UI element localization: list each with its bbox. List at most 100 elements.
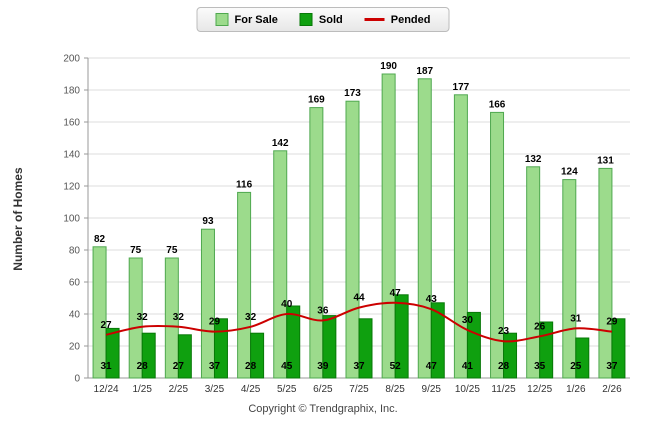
for-sale-bar <box>526 166 541 379</box>
sold-value-label: 28 <box>245 361 257 372</box>
x-tick-label: 6/25 <box>313 384 333 395</box>
for-sale-value-label: 173 <box>344 88 361 99</box>
sold-value-label: 28 <box>137 361 149 372</box>
sold-bar <box>466 311 481 379</box>
y-tick-label: 60 <box>69 278 81 289</box>
legend-item-for-sale: For Sale <box>215 13 278 26</box>
for-sale-bar <box>345 100 360 379</box>
x-tick-label: 11/25 <box>491 384 516 395</box>
for-sale-value-label: 75 <box>166 245 178 256</box>
x-tick-label: 2/25 <box>169 384 189 395</box>
y-tick-label: 20 <box>69 342 81 353</box>
pended-value-label: 47 <box>390 288 402 299</box>
sold-bar <box>430 302 445 379</box>
sold-value-label: 37 <box>353 361 365 372</box>
for-sale-value-label: 82 <box>94 234 106 245</box>
sold-value-label: 52 <box>390 361 402 372</box>
legend-label-sold: Sold <box>318 13 343 26</box>
sold-bar <box>286 305 301 379</box>
for-sale-value-label: 124 <box>561 167 578 178</box>
sold-value-label: 37 <box>606 361 618 372</box>
pended-value-label: 27 <box>101 320 113 331</box>
y-tick-label: 80 <box>69 246 81 257</box>
sold-value-label: 45 <box>281 361 293 372</box>
for-sale-bar <box>164 257 179 379</box>
pended-line <box>105 301 613 343</box>
sold-value-label: 47 <box>426 361 438 372</box>
for-sale-value-label: 116 <box>236 179 253 190</box>
sold-bar <box>322 315 337 379</box>
y-tick-label: 100 <box>63 214 80 225</box>
for-sale-value-label: 142 <box>272 138 289 149</box>
for-sale-bar <box>200 228 215 379</box>
y-tick-label: 160 <box>63 118 80 129</box>
x-tick-label: 12/25 <box>527 384 552 395</box>
y-tick-label: 40 <box>69 310 81 321</box>
for-sale-value-label: 190 <box>380 61 397 72</box>
sold-swatch-icon <box>299 13 313 26</box>
y-tick-label: 140 <box>63 150 80 161</box>
for-sale-bar <box>237 191 252 379</box>
for-sale-bar <box>309 107 324 379</box>
x-tick-label: 12/24 <box>94 384 119 395</box>
pended-value-label: 36 <box>317 305 329 316</box>
sold-bar <box>358 318 373 379</box>
legend-item-pended: Pended <box>364 13 431 26</box>
sold-bar <box>611 318 626 379</box>
for-sale-bar <box>598 167 613 379</box>
legend-item-sold: Sold <box>299 13 343 26</box>
sold-bar <box>105 327 120 379</box>
for-sale-bar <box>417 78 432 379</box>
for-sale-value-label: 169 <box>308 95 325 106</box>
x-tick-label: 7/25 <box>349 384 369 395</box>
for-sale-bar <box>92 246 107 379</box>
pended-line-swatch-icon <box>364 18 385 21</box>
legend-label-for-sale: For Sale <box>234 13 278 26</box>
x-tick-label: 2/26 <box>602 384 622 395</box>
for-sale-bar <box>381 73 396 379</box>
y-tick-label: 200 <box>63 54 80 65</box>
sold-bar <box>177 334 192 379</box>
x-tick-label: 9/25 <box>422 384 442 395</box>
for-sale-bar <box>490 111 505 379</box>
x-tick-label: 4/25 <box>241 384 261 395</box>
x-tick-label: 5/25 <box>277 384 297 395</box>
for-sale-value-label: 132 <box>525 154 542 165</box>
chart-legend: For Sale Sold Pended <box>196 7 450 32</box>
pended-value-label: 32 <box>245 312 257 323</box>
for-sale-value-label: 177 <box>453 82 470 93</box>
pended-value-label: 32 <box>173 312 185 323</box>
y-tick-label: 120 <box>63 182 80 193</box>
x-tick-label: 8/25 <box>385 384 405 395</box>
for-sale-bar <box>273 150 288 379</box>
pended-value-label: 40 <box>281 299 293 310</box>
sold-bar <box>141 332 156 379</box>
x-tick-label: 1/26 <box>566 384 586 395</box>
copyright-text: Copyright © Trendgraphix, Inc. <box>248 403 398 415</box>
sold-bar <box>503 332 518 379</box>
sold-value-label: 39 <box>317 361 329 372</box>
sold-bar <box>575 337 590 379</box>
x-tick-label: 10/25 <box>455 384 480 395</box>
for-sale-bar <box>453 94 468 379</box>
for-sale-value-label: 187 <box>416 66 433 77</box>
for-sale-value-label: 131 <box>597 155 614 166</box>
for-sale-bar <box>562 179 577 379</box>
pended-value-label: 23 <box>498 326 510 337</box>
y-tick-label: 0 <box>74 374 80 385</box>
sold-value-label: 37 <box>209 361 221 372</box>
for-sale-value-label: 166 <box>489 99 506 110</box>
sold-bar <box>213 318 228 379</box>
y-axis-title: Number of Homes <box>11 167 25 271</box>
sold-value-label: 31 <box>101 361 113 372</box>
pended-value-label: 31 <box>570 313 582 324</box>
pended-value-label: 26 <box>534 321 546 332</box>
for-sale-bar <box>128 257 143 379</box>
legend-label-pended: Pended <box>390 13 431 26</box>
sold-value-label: 41 <box>462 361 474 372</box>
pended-value-label: 43 <box>426 294 438 305</box>
for-sale-value-label: 93 <box>202 216 214 227</box>
for-sale-value-label: 75 <box>130 245 142 256</box>
